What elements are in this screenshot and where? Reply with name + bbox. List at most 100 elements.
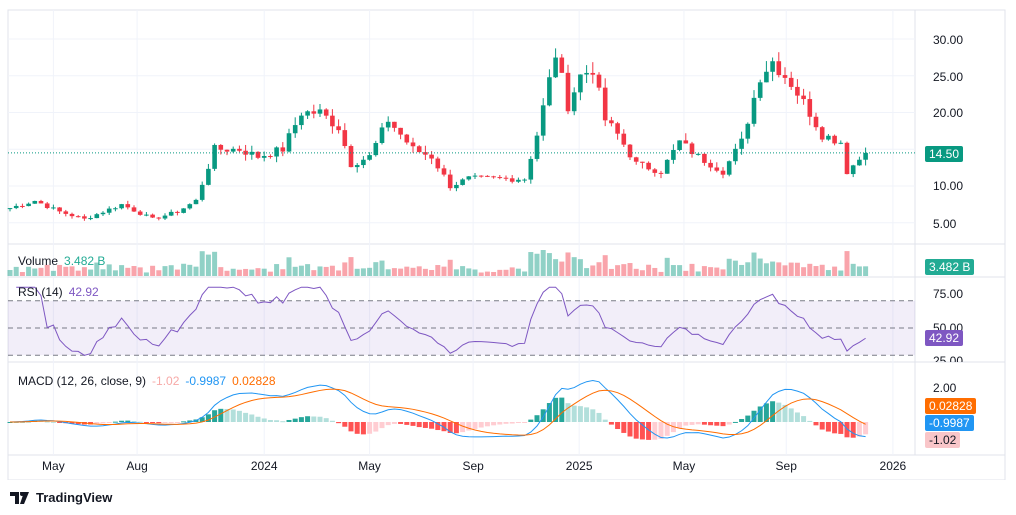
volume-bar — [503, 269, 509, 276]
candle-body — [398, 127, 403, 135]
macd-histogram-bar — [491, 422, 497, 426]
volume-bar — [801, 267, 807, 276]
macd-histogram-bar — [7, 422, 13, 423]
macd-histogram-bar — [695, 422, 701, 425]
volume-bar — [528, 252, 534, 276]
candle-body — [193, 199, 199, 205]
rsi-label: RSI (14) — [18, 285, 63, 299]
candle-body — [646, 162, 651, 170]
candle-body — [522, 179, 527, 181]
macd-histogram-bar — [354, 422, 360, 434]
volume-bar — [739, 264, 745, 276]
volume-bar — [509, 267, 515, 276]
macd-histogram-bar — [658, 422, 664, 439]
candle-body — [739, 138, 744, 149]
macd-histogram-bar — [627, 422, 633, 437]
volume-bar — [497, 269, 503, 276]
volume-bar — [342, 262, 348, 276]
volume-bar — [478, 272, 484, 276]
candle-body — [695, 153, 701, 155]
candle-body — [113, 208, 118, 210]
candle-body — [330, 115, 335, 127]
macd-histogram-bar — [311, 416, 317, 422]
macd-histogram-bar — [677, 422, 683, 429]
volume-bar — [19, 272, 25, 276]
macd-histogram-bar — [336, 422, 342, 424]
candle-body — [385, 121, 391, 128]
tradingview-logo-icon — [10, 491, 29, 504]
candle-body — [292, 125, 298, 134]
macd-tag: -0.9987 — [925, 415, 974, 431]
macd-histogram-bar — [850, 422, 856, 438]
macd-histogram-bar — [602, 419, 608, 422]
volume-bar — [559, 261, 565, 276]
candle-body — [429, 154, 434, 159]
macd-histogram-bar — [236, 410, 242, 422]
volume-bar — [540, 250, 546, 276]
volume-bar — [261, 268, 267, 276]
candle-body — [757, 82, 763, 98]
macd-histogram-bar — [137, 421, 143, 423]
volume-bar — [311, 270, 317, 276]
macd-histogram-bar — [621, 422, 627, 433]
candle-body — [640, 161, 645, 163]
volume-bar — [63, 266, 69, 276]
candle-body — [317, 109, 323, 114]
macd-histogram-bar — [509, 422, 515, 424]
price-tick: 20.00 — [933, 106, 964, 120]
macd-histogram-bar — [683, 422, 689, 426]
volume-bar — [348, 257, 354, 276]
candle-body — [361, 159, 366, 166]
volume-bar — [367, 267, 373, 276]
macd-histogram-bar — [453, 422, 459, 434]
macd-histogram-bar — [50, 421, 56, 423]
candle-body — [125, 204, 131, 208]
signal-tag: 0.02828 — [925, 398, 977, 414]
volume-bar — [435, 265, 441, 276]
candle-body — [261, 156, 267, 158]
macd-histogram-bar — [615, 422, 621, 430]
candle-body — [590, 72, 596, 75]
macd-histogram-bar — [230, 409, 236, 422]
candle-body — [478, 175, 484, 177]
macd-hist-value: -1.02 — [152, 374, 180, 388]
volume-bar — [782, 265, 788, 276]
volume-bar — [224, 270, 230, 276]
candle-body — [857, 159, 862, 166]
time-axis-label: Sep — [462, 459, 484, 473]
candle-body — [63, 211, 69, 214]
volume-bar — [658, 271, 664, 276]
candle-body — [274, 147, 279, 157]
price-tick: 30.00 — [933, 33, 964, 47]
candle-body — [286, 133, 292, 152]
candle-body — [280, 147, 286, 152]
tradingview-logo[interactable]: TradingView — [10, 490, 112, 505]
candle-body — [813, 116, 819, 128]
candle-body — [547, 77, 552, 106]
volume-bar — [732, 260, 738, 276]
macd-histogram-bar — [174, 422, 180, 423]
volume-bar — [546, 253, 552, 276]
volume-bar — [844, 251, 850, 276]
macd-histogram-bar — [112, 421, 118, 423]
candle-body — [788, 77, 794, 87]
volume-bar — [156, 270, 162, 276]
macd-histogram-bar — [205, 414, 211, 422]
macd-histogram-bar — [367, 422, 373, 434]
macd-histogram-bar — [57, 422, 63, 423]
chart-canvas[interactable] — [0, 0, 1016, 480]
macd-histogram-bar — [739, 419, 745, 422]
candle-body — [503, 177, 509, 179]
candle-body — [144, 214, 149, 216]
candle-body — [181, 208, 186, 213]
macd-histogram-bar — [807, 420, 813, 422]
volume-bar — [100, 269, 106, 276]
macd-histogram-bar — [422, 422, 428, 428]
hist-tag: -1.02 — [925, 432, 961, 448]
macd-histogram-bar — [119, 420, 125, 422]
volume-bar — [627, 263, 633, 276]
macd-histogram-bar — [813, 422, 819, 426]
volume-bar — [472, 269, 478, 276]
macd-histogram-bar — [757, 406, 763, 422]
